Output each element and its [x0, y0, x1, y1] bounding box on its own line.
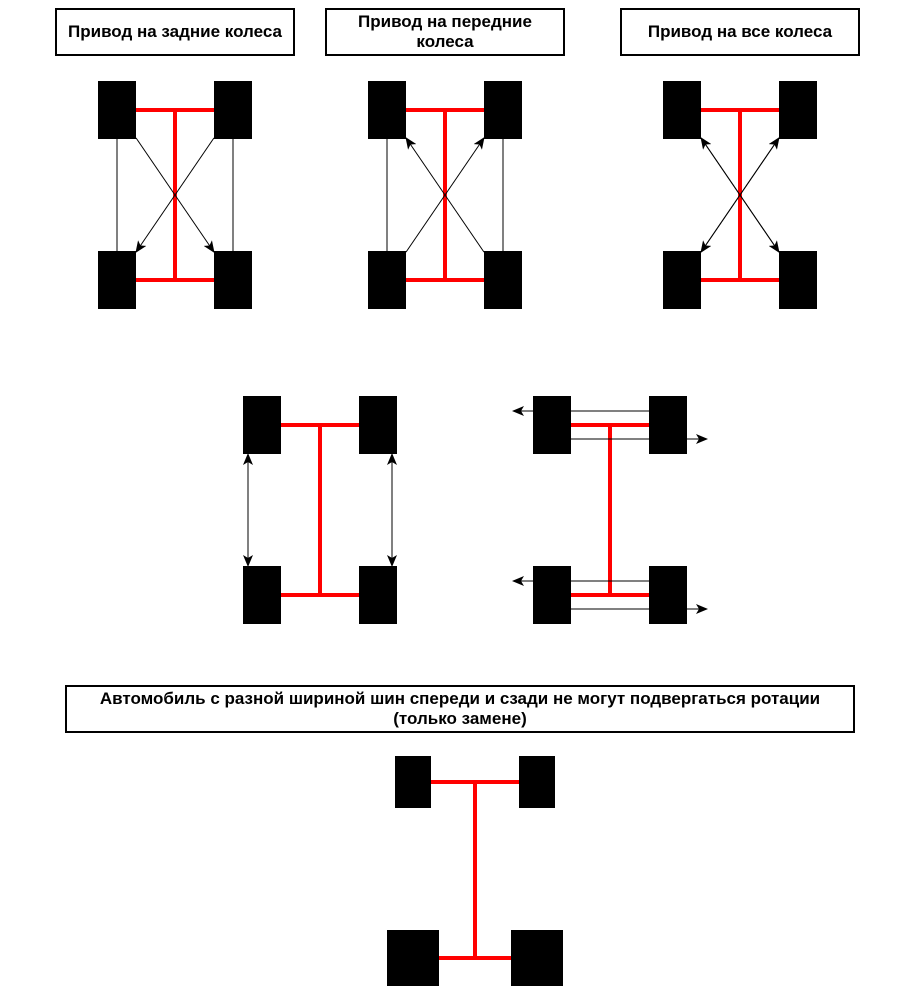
diagram-no-rotation — [387, 756, 563, 986]
diagram-front-wheel — [368, 81, 522, 309]
diagram-rear-wheel — [98, 81, 252, 309]
label-rear-drive: Привод на задние колеса — [55, 8, 295, 56]
diagram-same-side — [243, 396, 397, 624]
diagram-svg — [0, 0, 920, 992]
diagram-all-wheel — [663, 81, 817, 309]
label-all-text: Привод на все колеса — [648, 22, 832, 42]
label-front-text: Привод на передние колеса — [331, 12, 559, 51]
tire-rotation-diagram: Привод на задние колеса Привод на передн… — [0, 0, 920, 992]
note-text: Автомобиль с разной шириной шин спереди … — [71, 689, 849, 728]
diagram-side-swap — [513, 396, 707, 624]
label-rear-text: Привод на задние колеса — [68, 22, 282, 42]
label-front-drive: Привод на передние колеса — [325, 8, 565, 56]
note-box: Автомобиль с разной шириной шин спереди … — [65, 685, 855, 733]
label-all-drive: Привод на все колеса — [620, 8, 860, 56]
